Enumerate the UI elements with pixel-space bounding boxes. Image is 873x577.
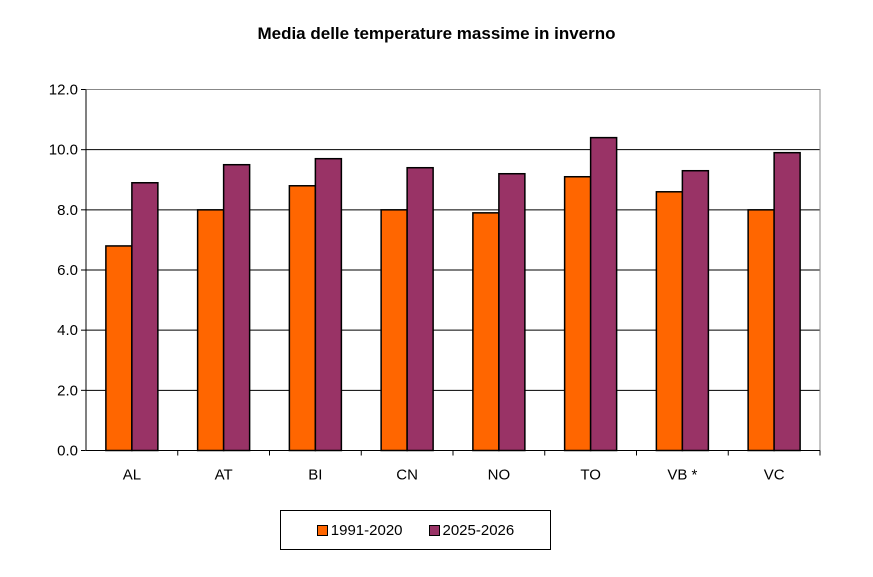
x-tick-label: TO bbox=[580, 467, 601, 484]
bar-2025-2026-VC bbox=[773, 151, 801, 452]
legend-label: 1991-2020 bbox=[330, 521, 403, 539]
legend-swatch bbox=[316, 524, 328, 536]
legend-item-2025-2026: 2025-2026 bbox=[428, 521, 515, 539]
bar-1991-2020-CN bbox=[380, 209, 408, 452]
bar-2025-2026-TO bbox=[589, 136, 618, 452]
bar-1991-2020-NO bbox=[472, 212, 500, 452]
y-tick-label: 8.0 bbox=[57, 202, 78, 219]
bar-1991-2020-BI bbox=[288, 185, 317, 452]
bar-2025-2026-VB * bbox=[681, 169, 710, 452]
chart-title: Media delle temperature massime in inver… bbox=[257, 24, 616, 43]
x-tick-label: BI bbox=[308, 467, 322, 484]
legend-item-1991-2020: 1991-2020 bbox=[316, 521, 403, 539]
bar-2025-2026-CN bbox=[406, 166, 434, 452]
legend: 1991-2020 2025-2026 bbox=[280, 510, 551, 550]
bar-1991-2020-AT bbox=[196, 209, 225, 452]
bar-2025-2026-AT bbox=[222, 163, 251, 452]
y-tick-label: 0.0 bbox=[57, 443, 78, 460]
bar-1991-2020-VB * bbox=[655, 191, 684, 452]
legend-swatch bbox=[428, 524, 440, 536]
x-tick-label: CN bbox=[396, 467, 418, 484]
x-tick-label: NO bbox=[488, 467, 511, 484]
y-tick-label: 2.0 bbox=[57, 382, 78, 399]
y-tick-label: 4.0 bbox=[57, 322, 78, 339]
bar-2025-2026-BI bbox=[314, 157, 343, 452]
bar-2025-2026-NO bbox=[498, 172, 526, 452]
y-tick-label: 12.0 bbox=[49, 82, 78, 99]
y-tick-label: 6.0 bbox=[57, 262, 78, 279]
y-tick-label: 10.0 bbox=[49, 142, 78, 159]
x-tick-label: VC bbox=[764, 467, 785, 484]
x-tick-label: AL bbox=[123, 467, 141, 484]
bar-1991-2020-AL bbox=[105, 245, 133, 452]
bar-1991-2020-VC bbox=[747, 209, 775, 452]
legend-label: 2025-2026 bbox=[442, 521, 515, 539]
bar-2025-2026-AL bbox=[131, 182, 159, 452]
x-tick-label: VB * bbox=[667, 467, 697, 484]
bar-1991-2020-TO bbox=[563, 175, 592, 452]
x-tick-label: AT bbox=[215, 467, 233, 484]
